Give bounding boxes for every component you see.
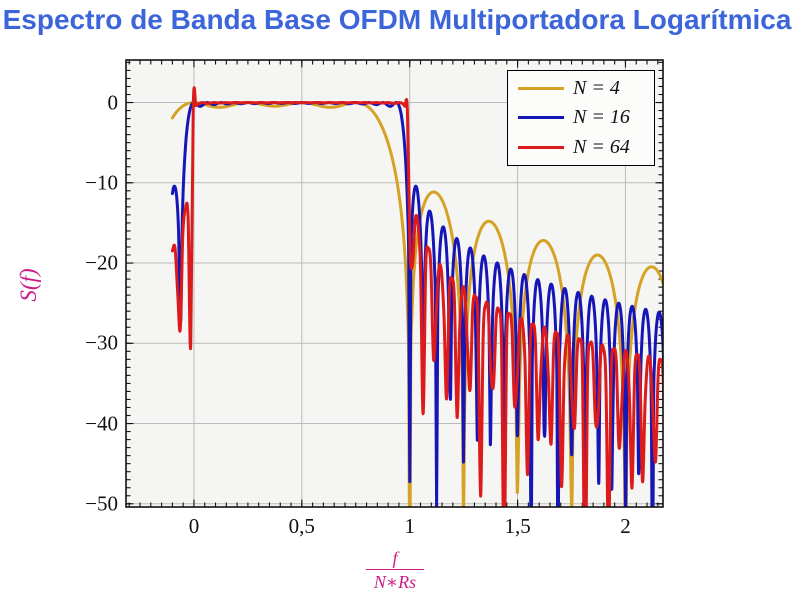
y-tick-label: 0 [107,90,119,114]
x-tick-label: 2 [620,514,631,538]
legend: N = 4 N = 16 N = 64 [507,70,655,166]
legend-label-n16: N = 16 [573,106,630,129]
x-axis-label-denominator: N∗Rs [373,572,417,593]
chart-title: Espectro de Banda Base OFDM Multiportado… [2,4,792,35]
y-tick-label: −10 [85,170,118,195]
legend-line-sample-n16 [518,116,564,120]
legend-line-sample-n4 [518,87,564,91]
fraction-bar [366,569,424,571]
legend-entry-n16: N = 16 [508,104,654,132]
x-tick-label: 1 [404,514,415,538]
x-axis-label-numerator: f [392,548,398,568]
y-tick-label: −20 [85,250,118,275]
legend-entry-n64: N = 64 [508,133,654,161]
x-axis-label: f N∗Rs [345,548,445,592]
x-tick-label: 1,5 [504,514,531,538]
y-tick-label: −40 [85,411,118,435]
legend-entry-n4: N = 4 [508,75,654,103]
y-tick-label: −30 [85,330,118,355]
legend-label-n4: N = 4 [573,77,620,100]
y-tick-label: −50 [85,491,118,516]
y-axis-label: S(f) [16,268,41,302]
legend-label-n64: N = 64 [573,135,630,158]
x-tick-label: 0,5 [288,514,315,538]
legend-line-sample-n64 [518,145,564,149]
x-tick-label: 0 [188,514,200,538]
